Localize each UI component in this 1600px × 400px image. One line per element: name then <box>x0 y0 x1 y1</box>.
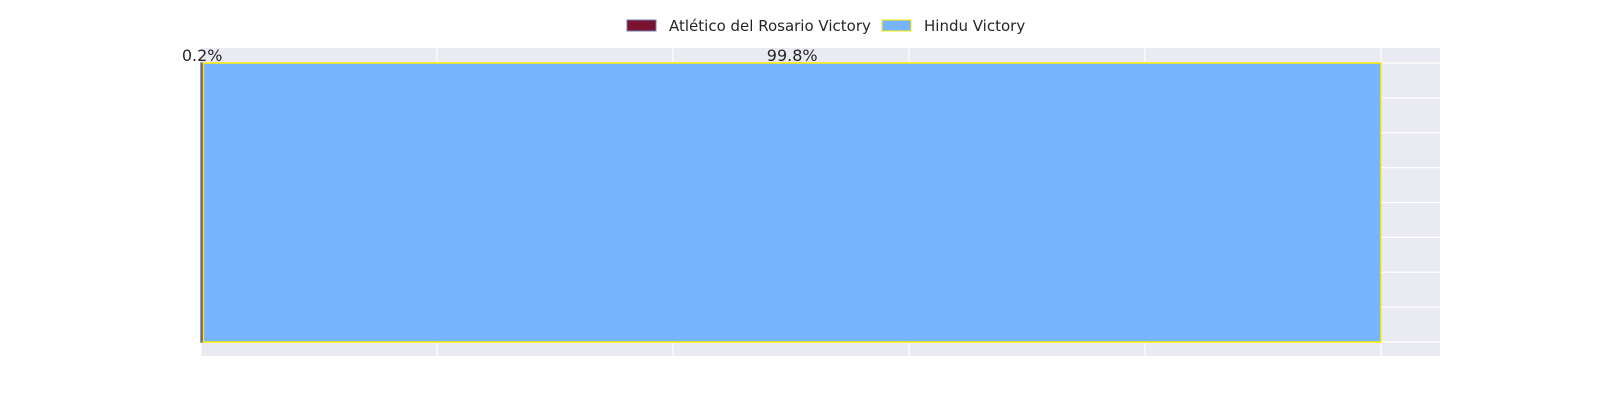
bar-segment <box>202 62 1382 343</box>
legend-swatch <box>881 19 912 32</box>
value-label: 99.8% <box>767 46 818 65</box>
legend-label: Atlético del Rosario Victory <box>669 17 871 35</box>
legend: Atlético del Rosario Victory Hindu Victor… <box>626 17 1025 35</box>
value-labels: 0.2% 99.8% <box>182 46 818 65</box>
legend-label: Hindu Victory <box>924 17 1025 35</box>
value-label: 0.2% <box>182 46 223 65</box>
bars <box>200 62 1382 343</box>
legend-swatch <box>626 19 657 32</box>
